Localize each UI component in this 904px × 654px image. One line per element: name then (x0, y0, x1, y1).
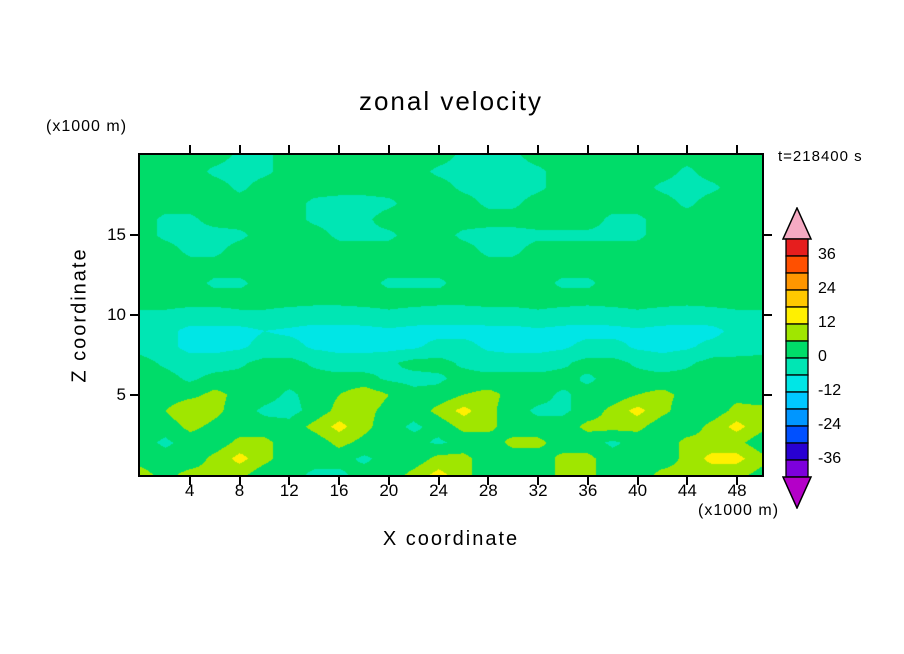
timestamp-label: t=218400 s (778, 148, 863, 165)
plot-frame (138, 153, 764, 477)
x-axis-title: X coordinate (382, 528, 520, 550)
x-tick-label: 40 (628, 481, 648, 500)
z-axis-unit-label: (x1000 m) (46, 118, 128, 135)
x-tick-mark (636, 477, 639, 485)
x-tick-label: 44 (677, 481, 697, 500)
x-tick-label: 20 (379, 481, 399, 500)
x-tick-mark (736, 477, 739, 485)
colorbar-tick-label: -12 (818, 382, 842, 399)
z-tick-label: 15 (107, 225, 126, 244)
x-tick-label: 28 (478, 481, 498, 500)
colorbar (782, 207, 813, 509)
x-tick-mark (537, 477, 540, 485)
x-tick-mark (188, 145, 191, 153)
x-axis-unit-label: (x1000 m) (698, 502, 780, 519)
x-tick-mark (736, 145, 739, 153)
colorbar-segment (785, 238, 809, 257)
colorbar-segment (785, 306, 809, 325)
colorbar-segment (785, 391, 809, 410)
x-tick-mark (338, 477, 341, 485)
x-tick-label: 16 (329, 481, 349, 500)
x-tick-mark (487, 145, 490, 153)
x-tick-label: 32 (528, 481, 548, 500)
z-tick-label: 5 (116, 385, 126, 404)
colorbar-segment (785, 272, 809, 291)
colorbar-tick-label: 12 (818, 314, 836, 331)
colorbar-segment (785, 255, 809, 274)
z-tick-mark (764, 314, 772, 316)
x-tick-mark (338, 145, 341, 153)
x-tick-mark (238, 145, 241, 153)
x-tick-label: 8 (234, 481, 245, 500)
colorbar-top-arrow (782, 207, 813, 240)
x-tick-mark (437, 477, 440, 485)
chart-title: zonal velocity (358, 86, 544, 116)
x-tick-label: 24 (429, 481, 449, 500)
colorbar-tick-label: 36 (818, 246, 836, 263)
x-tick-mark (686, 145, 689, 153)
colorbar-tick-label: -36 (818, 450, 842, 467)
x-tick-label: 4 (185, 481, 195, 500)
colorbar-tick-label: 0 (818, 348, 827, 365)
z-tick-mark (764, 394, 772, 396)
colorbar-segment (785, 340, 809, 359)
colorbar-segment (785, 374, 809, 393)
x-tick-mark (238, 477, 241, 485)
x-tick-mark (487, 477, 490, 485)
x-tick-mark (387, 145, 390, 153)
colorbar-segment (785, 289, 809, 308)
z-tick-mark (764, 234, 772, 236)
contour-canvas (140, 155, 762, 475)
colorbar-segment (785, 408, 809, 427)
x-tick-label: 36 (578, 481, 598, 500)
colorbar-segment (785, 442, 809, 461)
z-tick-mark (130, 234, 138, 236)
colorbar-tick-label: -24 (818, 416, 842, 433)
colorbar-segment (785, 323, 809, 342)
colorbar-segment (785, 357, 809, 376)
x-tick-label: 48 (727, 481, 747, 500)
x-tick-label: 12 (279, 481, 299, 500)
z-tick-mark (130, 394, 138, 396)
x-tick-mark (387, 477, 390, 485)
x-tick-mark (537, 145, 540, 153)
x-tick-mark (288, 145, 291, 153)
x-tick-mark (437, 145, 440, 153)
colorbar-segment (785, 425, 809, 444)
x-tick-mark (586, 477, 589, 485)
colorbar-segment (785, 459, 809, 478)
z-tick-mark (130, 314, 138, 316)
x-tick-mark (586, 145, 589, 153)
colorbar-tick-label: 24 (818, 280, 836, 297)
x-tick-mark (188, 477, 191, 485)
x-tick-mark (636, 145, 639, 153)
z-tick-label: 10 (107, 305, 126, 324)
x-tick-mark (686, 477, 689, 485)
x-tick-mark (288, 477, 291, 485)
colorbar-bottom-arrow (782, 476, 813, 509)
